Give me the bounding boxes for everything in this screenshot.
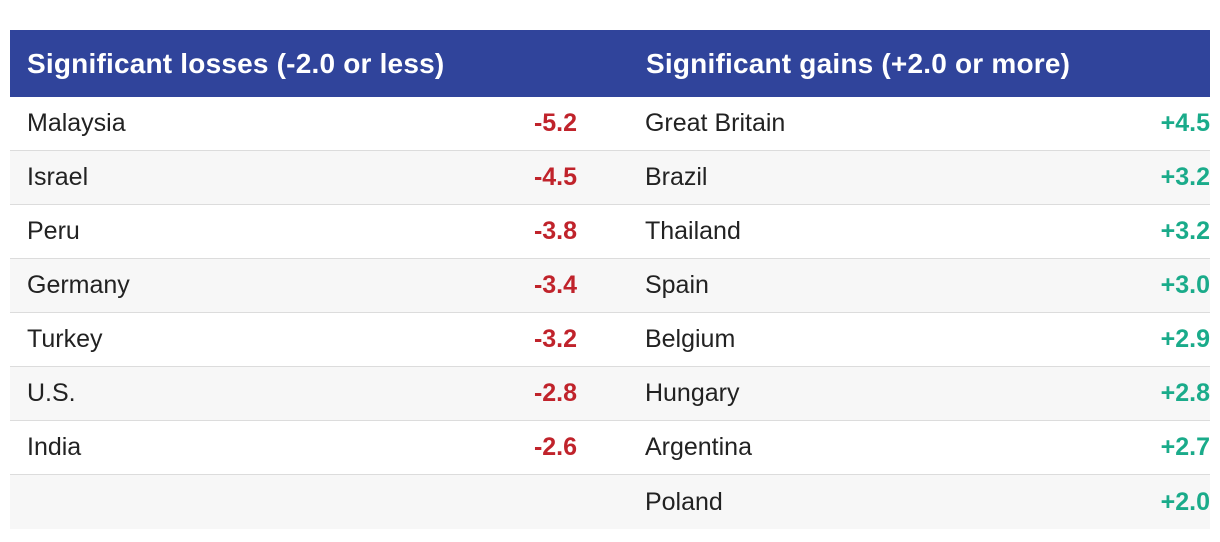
gain-value: +2.7 [1160,433,1210,461]
gain-country: Hungary [644,379,740,407]
gain-country: Argentina [644,433,752,461]
loss-country: Israel [27,163,89,191]
gains-header: Significant gains (+2.0 or more) [646,47,1071,79]
loss-value: -3.8 [533,217,578,245]
loss-country: India [27,433,82,461]
gain-value: +2.0 [1160,487,1210,516]
loss-value: -3.2 [533,325,578,353]
gain-country: Brazil [644,163,708,191]
table-row: Peru -3.8 Thailand +3.2 [10,205,1210,259]
loss-country: U.S. [27,379,76,407]
gain-country: Thailand [644,217,741,245]
table-row: Turkey -3.2 Belgium +2.9 [10,313,1210,367]
table-row: Germany -3.4 Spain +3.0 [10,259,1210,313]
gain-country: Belgium [644,325,736,353]
gain-value: +3.2 [1160,163,1210,191]
table-row: India -2.6 Argentina +2.7 [10,421,1210,475]
loss-country [10,475,489,529]
loss-value [489,475,577,529]
gain-country: Great Britain [644,109,786,137]
table-row: Poland +2.0 [10,475,1210,529]
loss-value: -2.8 [533,379,578,407]
loss-value: -4.5 [533,163,578,191]
loss-value: -2.6 [533,433,578,461]
losses-header: Significant losses (-2.0 or less) [27,47,445,79]
loss-country: Peru [27,217,80,245]
loss-country: Germany [27,271,130,299]
loss-country: Malaysia [27,109,126,137]
gain-country: Spain [644,271,709,299]
table-row: U.S. -2.8 Hungary +2.8 [10,367,1210,421]
table-row: Malaysia -5.2 Great Britain +4.5 [10,97,1210,151]
change-table: Significant losses (-2.0 or less) Signif… [10,30,1210,529]
gain-value: +2.8 [1160,379,1210,407]
loss-value: -3.4 [533,271,578,299]
gain-value: +3.2 [1160,217,1210,245]
gain-value: +2.9 [1160,325,1210,353]
gain-country: Poland [644,487,723,516]
gain-value: +3.0 [1160,271,1210,299]
gain-value: +4.5 [1160,109,1210,137]
table-header: Significant losses (-2.0 or less) Signif… [10,30,1210,97]
loss-country: Turkey [27,325,103,353]
table-row: Israel -4.5 Brazil +3.2 [10,151,1210,205]
loss-value: -5.2 [533,109,578,137]
